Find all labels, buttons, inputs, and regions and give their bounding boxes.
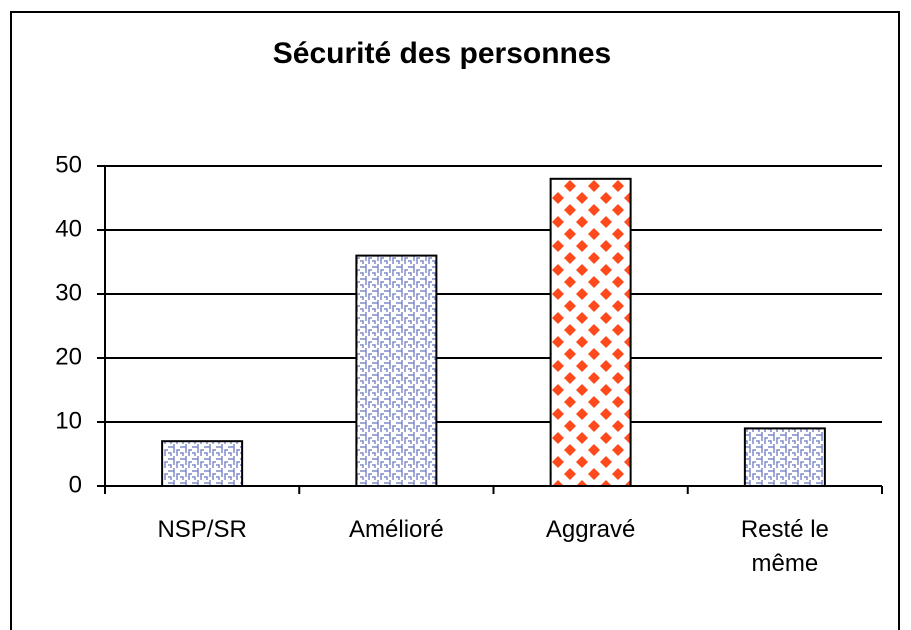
bar <box>161 440 244 488</box>
y-tick-label: 10 <box>55 407 82 434</box>
x-tick-label: Resté le même <box>740 516 829 577</box>
x-tick-label: Amélioré <box>349 516 444 543</box>
bar <box>355 254 438 487</box>
x-tick-label: NSP/SR <box>157 516 247 543</box>
y-tick-label: 30 <box>55 279 82 306</box>
x-tick-label: Aggravé <box>545 516 636 543</box>
chart-title: Sécurité des personnes <box>273 37 611 70</box>
bar <box>743 427 826 487</box>
y-tick-label: 40 <box>55 215 82 242</box>
bar <box>549 177 632 488</box>
chart-frame <box>10 11 900 630</box>
y-tick-label: 0 <box>69 471 82 498</box>
y-tick-label: 20 <box>55 343 82 370</box>
y-tick-label: 50 <box>55 151 82 178</box>
